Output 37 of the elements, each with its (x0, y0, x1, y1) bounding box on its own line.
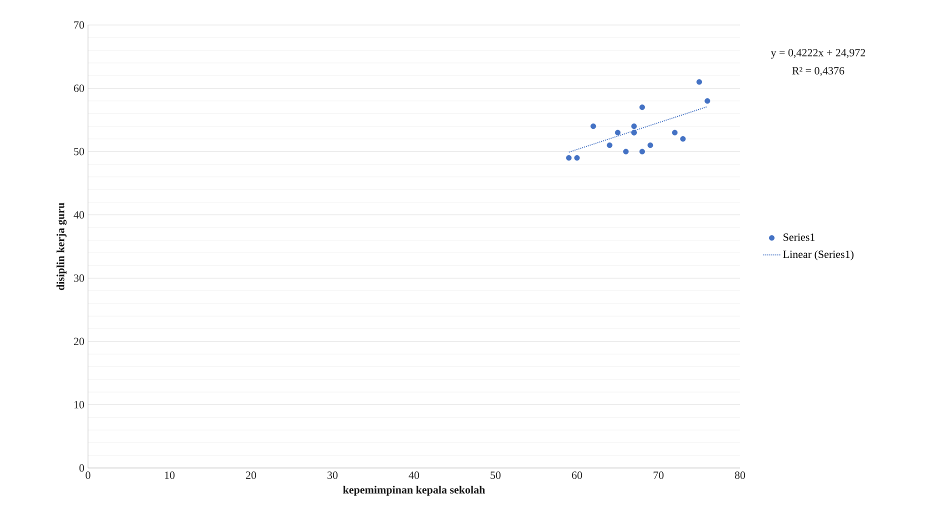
x-tick-label: 30 (328, 472, 338, 479)
point (606, 142, 612, 148)
y-axis-title: disiplin kerja guru (56, 202, 67, 290)
x-tick-label: 10 (164, 472, 175, 479)
x-tick-label: 60 (572, 472, 582, 479)
point (631, 123, 637, 130)
y-tick-label: 30 (74, 274, 84, 282)
x-tick-label: 70 (654, 472, 664, 479)
point (648, 142, 654, 148)
point (590, 123, 596, 130)
point (566, 155, 572, 161)
point (574, 155, 580, 161)
y-tick-label: 60 (74, 84, 84, 92)
y-tick-label: 50 (74, 148, 84, 156)
x-tick-label: 50 (490, 472, 501, 479)
y-tick-label: 0 (79, 464, 84, 472)
point (639, 148, 645, 154)
point (639, 104, 645, 110)
x-axis-title: kepemimpinan kepala sekolah (343, 486, 486, 496)
point (672, 130, 678, 136)
text: y = 0,4222x + 24,972 (770, 48, 866, 59)
legend-label: Series1 (784, 234, 815, 241)
text: R² = 0,4376 (792, 67, 844, 76)
y-tick-label: 70 (74, 21, 84, 29)
y-tick-label: 20 (74, 338, 84, 346)
x-tick-label: 40 (408, 472, 420, 479)
point (704, 98, 710, 104)
point (696, 79, 702, 85)
x-tick-label: 80 (734, 472, 746, 479)
y-tick-label: 10 (74, 401, 84, 408)
x-tick-label: 20 (246, 472, 256, 479)
point (623, 148, 629, 154)
point (680, 136, 686, 142)
legend-label: Linear (Series1) (783, 250, 854, 260)
y-tick-label: 40 (74, 211, 84, 219)
point (614, 130, 621, 136)
x-tick-label: 0 (86, 472, 90, 479)
